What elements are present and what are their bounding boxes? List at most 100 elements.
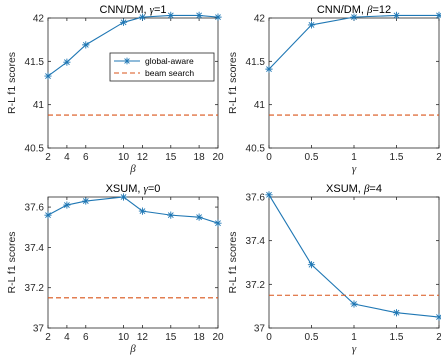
- chart-panel-xsum-gamma: 2 4 6 10 12 15 18 20 37 37.2 37.4 37.6 XSUM, γ=0 β R-L…: [6, 183, 224, 355]
- data-point-marker: [214, 13, 222, 21]
- x-tick-label: 1.5: [390, 152, 404, 163]
- y-tick-label: 37: [33, 324, 45, 335]
- data-point-marker: [138, 207, 147, 215]
- title-symbol: γ: [150, 4, 155, 16]
- x-axis-label: γ: [352, 163, 357, 175]
- data-point-marker: [44, 72, 52, 80]
- data-point-marker: [307, 261, 316, 269]
- data-point-marker: [82, 197, 90, 205]
- x-tick-label: 0.5: [305, 152, 319, 163]
- x-tick-label: 2: [436, 152, 441, 163]
- x-axis-label: β: [129, 163, 136, 175]
- x-tick-label: 6: [83, 152, 89, 163]
- y-tick-label: 41.5: [246, 57, 266, 68]
- data-point-marker: [265, 65, 273, 73]
- x-tick-label: 2: [45, 152, 51, 163]
- x-tick-label: 20: [212, 152, 224, 163]
- x-tick-label: 0: [266, 152, 272, 163]
- data-point-marker: [307, 21, 316, 29]
- x-axis-label: β: [129, 343, 136, 355]
- data-point-marker: [195, 11, 203, 19]
- x-tick-label: 12: [137, 332, 149, 343]
- x-tick-label: 4: [64, 332, 70, 343]
- x-tick-label: 6: [83, 332, 89, 343]
- x-tick-label: 15: [165, 332, 177, 343]
- y-tick-label: 37: [254, 324, 266, 335]
- y-axis-label: R-L f1 scores: [6, 52, 18, 114]
- y-tick-label: 37.6: [25, 203, 45, 214]
- y-axis-label: R-L f1 scores: [6, 231, 18, 293]
- data-point-marker: [63, 201, 71, 209]
- y-tick-label: 37.2: [25, 283, 45, 294]
- x-axis-label: γ: [352, 343, 357, 355]
- x-tick-label: 20: [212, 332, 224, 343]
- x-tick-label: 15: [165, 152, 177, 163]
- chart-title: XSUM, γ=0: [106, 183, 161, 195]
- title-text: =0: [148, 183, 161, 195]
- y-tick-label: 41.5: [25, 57, 45, 68]
- data-point-marker: [82, 41, 90, 49]
- x-tick-label: 2: [436, 332, 441, 343]
- chart-title: XSUM, β=4: [326, 183, 382, 195]
- y-tick-label: 41: [33, 100, 45, 111]
- y-axis-label: R-L f1 scores: [227, 231, 239, 293]
- legend-label-global-aware: global-aware: [145, 56, 194, 66]
- data-point-marker: [63, 58, 71, 66]
- data-point-marker: [265, 191, 273, 199]
- x-tick-label: 4: [64, 152, 70, 163]
- series-line-global-aware: [47, 196, 219, 224]
- data-point-marker: [119, 193, 128, 201]
- title-text: CNN/DM,: [317, 4, 367, 16]
- title-symbol: γ: [144, 183, 149, 195]
- x-tick-label: 0.5: [305, 332, 319, 343]
- title-text: XSUM,: [326, 183, 364, 195]
- data-point-marker: [435, 313, 441, 321]
- chart-panel-cnndm-gamma: 2 4 6 10 12 15 18 20 40.5 41 41.5 42 CNN/DM, γ=1 β R-L…: [6, 4, 224, 175]
- data-point-marker: [167, 11, 175, 19]
- title-text: CNN/DM,: [100, 4, 150, 16]
- data-point-marker: [138, 13, 147, 21]
- legend-marker-global-aware: [123, 57, 131, 65]
- x-tick-label: 10: [118, 152, 130, 163]
- y-tick-label: 42: [33, 14, 45, 25]
- legend-label-beam-search: beam search: [145, 68, 194, 78]
- x-tick-label: 18: [194, 332, 206, 343]
- data-point-marker: [435, 11, 441, 19]
- data-point-marker: [392, 309, 401, 317]
- y-axis-label: R-L f1 scores: [227, 52, 239, 114]
- chart-title: CNN/DM, β=12: [317, 4, 391, 16]
- data-point-marker: [119, 18, 128, 26]
- data-point-marker: [350, 13, 358, 21]
- x-tick-label: 18: [194, 152, 206, 163]
- x-tick-label: 1: [351, 152, 357, 163]
- y-tick-label: 37.4: [25, 243, 45, 254]
- x-tick-label: 10: [118, 332, 130, 343]
- chart-panel-xsum-beta: 0 0.5 1 1.5 2 37 37.2 37.4 37.6 XSUM, β=4 γ R-L f1 …: [227, 183, 441, 355]
- data-point-marker: [392, 11, 401, 19]
- data-point-marker: [350, 300, 358, 308]
- x-tick-label: 2: [45, 332, 51, 343]
- series-line-global-aware: [268, 194, 440, 318]
- y-tick-label: 40.5: [25, 144, 45, 155]
- data-point-marker: [214, 219, 222, 227]
- y-tick-label: 40.5: [246, 144, 266, 155]
- title-text: =1: [154, 4, 167, 16]
- chart-panel-cnndm-beta: 0 0.5 1 1.5 2 40.5 41 41.5 42 CNN/DM, β=12 γ R-L f1…: [227, 4, 441, 175]
- axes-frame: [268, 196, 440, 329]
- axes-frame: [47, 196, 219, 329]
- title-text: XSUM,: [106, 183, 144, 195]
- title-text: =4: [369, 183, 382, 195]
- y-tick-label: 37.2: [246, 280, 266, 291]
- x-tick-label: 1: [351, 332, 357, 343]
- axes-frame: [47, 17, 219, 149]
- y-tick-label: 42: [254, 14, 266, 25]
- data-point-marker: [195, 213, 203, 221]
- title-symbol: β: [366, 4, 373, 16]
- y-tick-label: 37.6: [246, 193, 266, 204]
- x-tick-label: 0: [266, 332, 272, 343]
- series-line-global-aware: [47, 14, 219, 77]
- y-tick-label: 37.4: [246, 236, 266, 247]
- title-text: =12: [372, 4, 391, 16]
- series-line-global-aware: [268, 14, 439, 70]
